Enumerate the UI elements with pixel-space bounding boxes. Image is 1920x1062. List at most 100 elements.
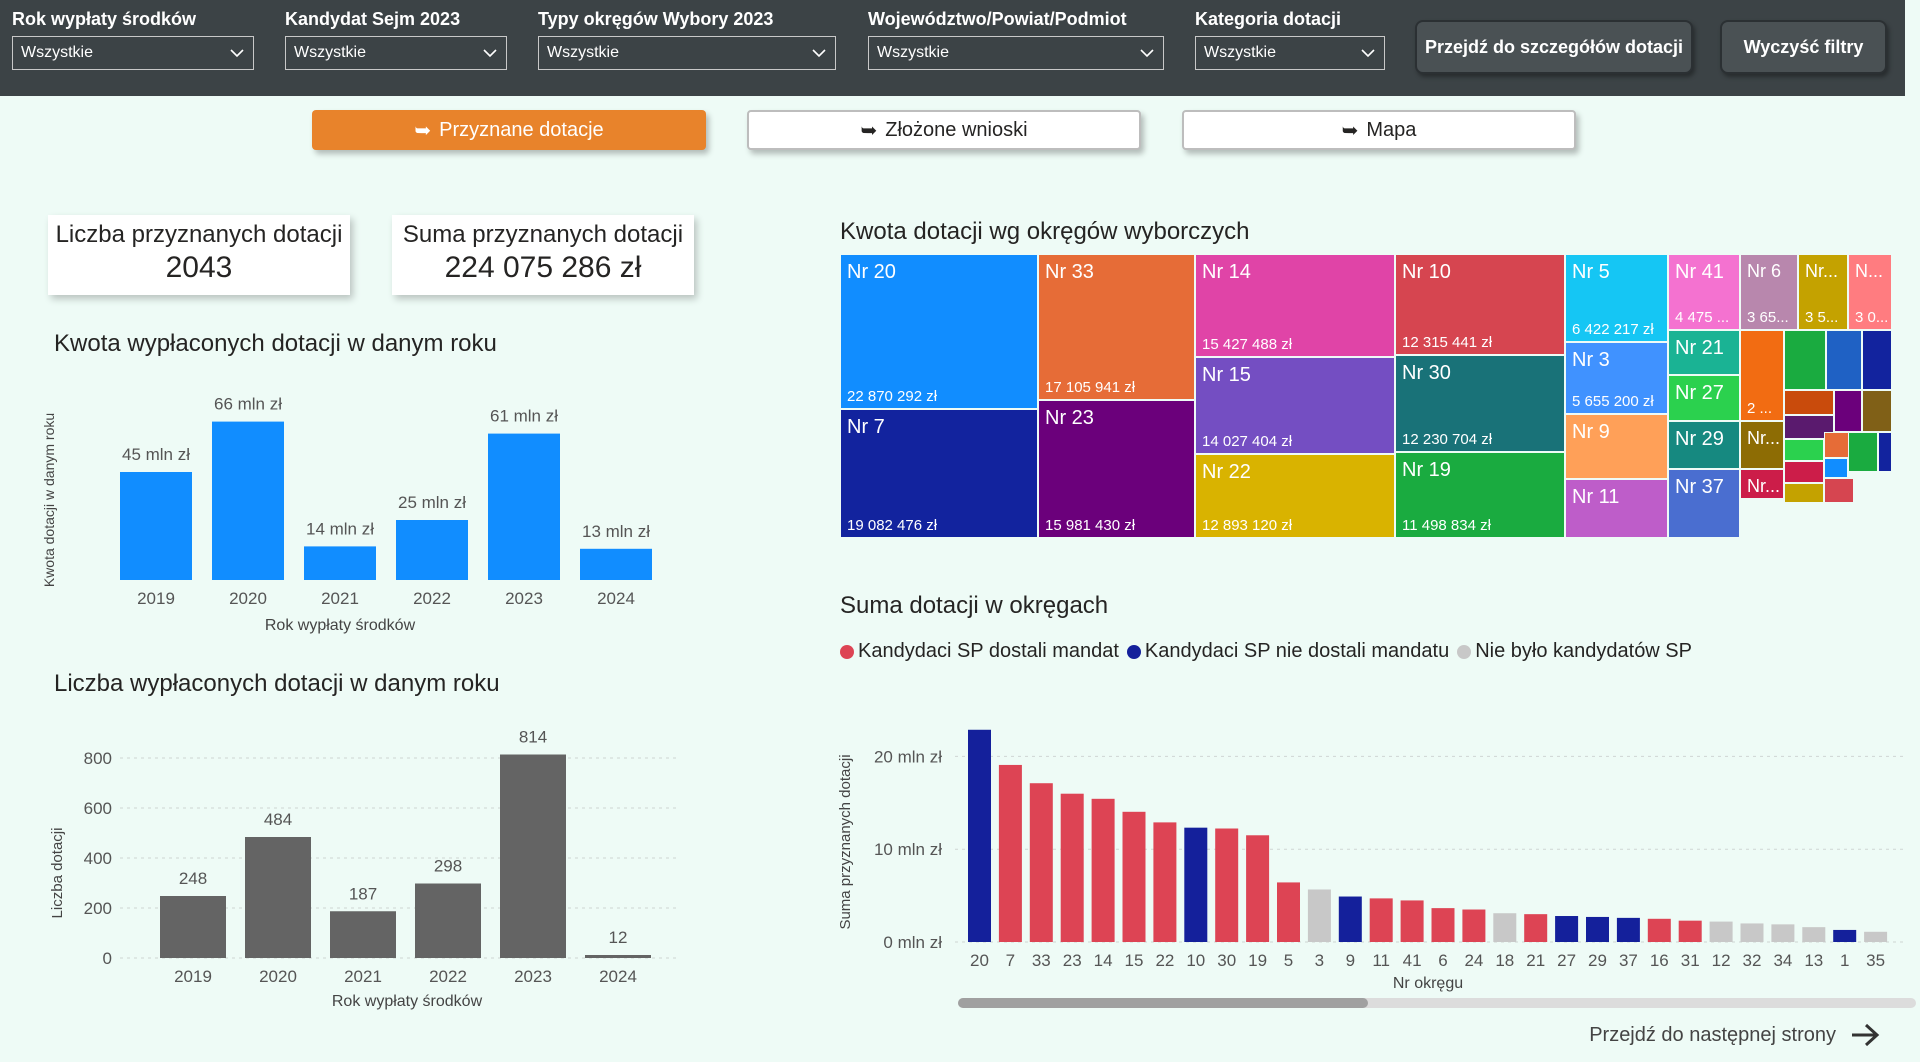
x-tick-label: 1 (1840, 951, 1849, 970)
treemap-cell[interactable]: Nr... 3 5... (1798, 254, 1848, 330)
filter-candidate-value: Wszystkie (294, 44, 366, 61)
nav-granted-label: Przyznane dotacje (439, 118, 604, 141)
treemap-cell[interactable]: Nr 14 15 427 488 zł (1195, 254, 1395, 357)
data-label: 298 (434, 857, 462, 876)
x-tick-label: 20 (970, 951, 989, 970)
x-tick-label: 23 (1063, 951, 1082, 970)
treemap-cell-small[interactable] (1862, 390, 1892, 432)
filter-district-type-dropdown[interactable]: Wszystkie (538, 36, 836, 70)
y-axis-label: Liczba dotacji (49, 828, 66, 919)
treemap-cell[interactable]: Nr... (1740, 421, 1784, 469)
treemap-cell[interactable]: Nr 15 14 027 404 zł (1195, 357, 1395, 454)
filter-year-label: Rok wypłaty środków (12, 9, 197, 29)
bar (1709, 921, 1733, 942)
treemap-cell-value: 12 315 441 zł (1402, 334, 1493, 351)
treemap-cell[interactable]: Nr 33 17 105 941 zł (1038, 254, 1195, 400)
treemap-cell[interactable]: Nr 5 6 422 217 zł (1565, 254, 1668, 342)
treemap-cell-name: Nr 5 (1572, 261, 1610, 283)
treemap-cell[interactable]: Nr 11 (1565, 479, 1668, 538)
clear-filters-button[interactable]: Wyczyść filtry (1720, 20, 1887, 74)
x-tick-label: 19 (1248, 951, 1267, 970)
treemap-cell-small[interactable] (1834, 390, 1862, 432)
treemap-cell[interactable]: Nr 6 3 65... (1740, 254, 1798, 330)
treemap-cell-value: 3 0... (1855, 309, 1889, 326)
treemap-cell-small[interactable] (1784, 330, 1826, 390)
bar (245, 837, 311, 958)
treemap-cell[interactable]: Nr 41 4 475 ... (1668, 254, 1740, 330)
x-tick-label: 2023 (505, 589, 543, 608)
treemap-cell-small[interactable] (1824, 478, 1854, 503)
treemap-cell-value: 12 893 120 zł (1202, 517, 1293, 534)
treemap-cell[interactable]: 2 ... (1740, 330, 1784, 421)
next-page-link[interactable]: Przejdź do następnej strony (1589, 1022, 1880, 1048)
treemap-cell[interactable]: Nr 7 19 082 476 zł (840, 409, 1038, 538)
treemap-cell[interactable]: Nr 27 (1668, 375, 1740, 421)
chart-count-title: Liczba wypłaconych dotacji w danym roku (54, 670, 500, 697)
filter-candidate-dropdown[interactable]: Wszystkie (285, 36, 507, 70)
treemap-cell-small[interactable] (1784, 461, 1824, 483)
bar (1091, 798, 1115, 942)
filter-region: Województwo/Powiat/Podmiot Wszystkie (868, 8, 1164, 70)
legend-item-no-mandate[interactable]: Kandydaci SP nie dostali mandatu (1126, 640, 1449, 663)
treemap-cell-small[interactable] (1862, 330, 1892, 390)
chevron-down-icon (1140, 49, 1154, 58)
district-chart-title: Suma dotacji w okręgach (840, 592, 1109, 619)
treemap-cell-small[interactable] (1784, 390, 1834, 415)
filter-region-label: Województwo/Powiat/Podmiot (868, 9, 1127, 29)
treemap-cell[interactable]: Nr 20 22 870 292 zł (840, 254, 1038, 409)
treemap-cell-small[interactable] (1878, 432, 1892, 472)
treemap-cell[interactable]: Nr 29 (1668, 421, 1740, 469)
filter-region-dropdown[interactable]: Wszystkie (868, 36, 1164, 70)
nav-applications-button[interactable]: ➥ Złożone wnioski (747, 110, 1141, 150)
treemap-cell-small[interactable] (1784, 483, 1824, 503)
treemap-cell-small[interactable] (1848, 432, 1878, 472)
data-label: 814 (519, 728, 547, 747)
bar (1462, 909, 1486, 942)
x-tick-label: 2023 (514, 967, 552, 986)
legend-item-no-candidates[interactable]: Nie było kandydatów SP (1457, 640, 1692, 663)
treemap-cell[interactable]: Nr 21 (1668, 330, 1740, 375)
scrollbar-thumb[interactable] (958, 998, 1368, 1008)
treemap-cell[interactable]: N... 3 0... (1848, 254, 1892, 330)
treemap-cell-small[interactable] (1824, 458, 1848, 478)
treemap-cell[interactable]: Nr 10 12 315 441 zł (1395, 254, 1565, 355)
treemap-cell[interactable]: Nr 30 12 230 704 zł (1395, 355, 1565, 452)
nav-map-button[interactable]: ➥ Mapa (1182, 110, 1576, 150)
bar (1246, 835, 1270, 942)
chevron-down-icon (812, 49, 826, 58)
grant-details-button[interactable]: Przejdź do szczegółów dotacji (1415, 20, 1693, 74)
district-chart-scrollbar[interactable] (958, 998, 1916, 1008)
bar (1307, 889, 1331, 942)
x-tick-label: 16 (1650, 951, 1669, 970)
bar (1122, 811, 1146, 942)
filter-year-dropdown[interactable]: Wszystkie (12, 36, 254, 70)
treemap-cell[interactable]: Nr 23 15 981 430 zł (1038, 400, 1195, 538)
kpi-count-label: Liczba przyznanych dotacji (55, 221, 343, 248)
treemap-cell[interactable]: Nr 22 12 893 120 zł (1195, 454, 1395, 538)
treemap-cell[interactable]: Nr... (1740, 469, 1784, 499)
data-label: 14 mln zł (306, 519, 374, 538)
legend-item-mandate[interactable]: Kandydaci SP dostali mandat (840, 640, 1119, 663)
bar (1524, 914, 1548, 942)
nav-granted-button[interactable]: ➥ Przyznane dotacje (312, 110, 706, 150)
x-tick-label: 2022 (429, 967, 467, 986)
treemap-cell[interactable]: Nr 37 (1668, 469, 1740, 538)
legend-dot-no-mandate (1126, 644, 1141, 659)
filter-category-dropdown[interactable]: Wszystkie (1195, 36, 1385, 70)
treemap-cell-small[interactable] (1784, 439, 1824, 461)
x-tick-label: 2020 (229, 589, 267, 608)
bar (1833, 929, 1857, 942)
treemap-cell[interactable]: Nr 19 11 498 834 zł (1395, 452, 1565, 538)
treemap-cell[interactable]: Nr 9 (1565, 414, 1668, 479)
x-tick-label: 10 (1186, 951, 1205, 970)
treemap-cell-name: N... (1855, 261, 1884, 281)
x-tick-label: 9 (1346, 951, 1355, 970)
x-tick-label: 14 (1094, 951, 1113, 970)
data-label: 484 (264, 810, 292, 829)
treemap-cell[interactable]: Nr 3 5 655 200 zł (1565, 342, 1668, 414)
x-tick-label: 2020 (259, 967, 297, 986)
treemap-cell-small[interactable] (1826, 330, 1862, 390)
bar (1060, 793, 1084, 942)
data-label: 187 (349, 884, 377, 903)
data-label: 12 (609, 928, 628, 947)
